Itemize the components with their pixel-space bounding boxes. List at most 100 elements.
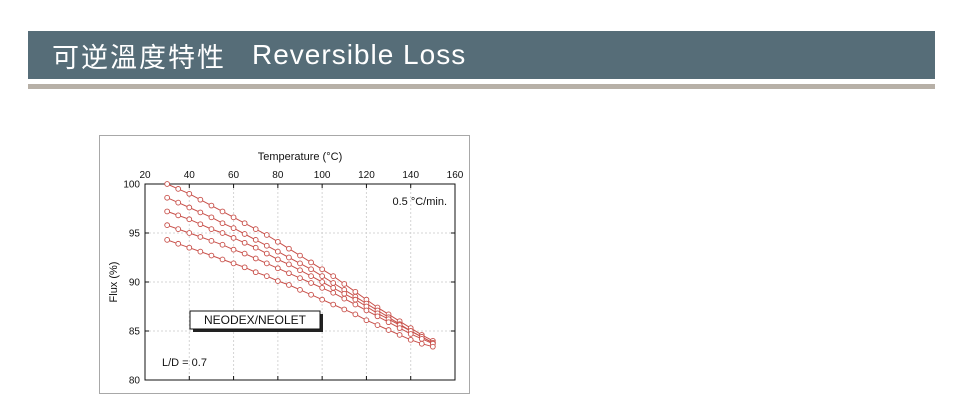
series-4-point [418,335,425,342]
header-title-zh: 可逆溫度特性 [52,42,226,74]
material-label-box: NEODEX/NEOLET [189,310,323,332]
series-1-point [341,281,348,287]
series-3-point [219,230,226,236]
series-5-point [407,336,414,343]
plot-area [144,183,456,381]
series-4-point [363,307,370,314]
rate-annotation: 0.5 °C/min. [392,196,447,208]
x-tick-label: 60 [228,170,240,181]
series-1-point [186,190,193,197]
series-4-point [407,331,414,337]
series-2-point [252,237,259,243]
series-4-point [275,265,281,272]
series-3-point [252,244,259,251]
series-2-point [330,280,337,286]
series-3-point [175,212,182,219]
series-1-point [330,273,337,279]
series-4-point [175,226,182,232]
series-4-point [197,234,204,240]
series-5-point [319,296,325,303]
x-axis-label: Temperature (°C) [258,151,342,163]
series-5-point [208,252,215,259]
series-2-point [263,242,270,249]
series-4-point [286,270,292,277]
series-2-point [286,254,292,261]
material-label-frame [189,310,321,330]
series-1-point [252,226,259,232]
series-4-point [252,255,259,262]
series-1-point [263,232,270,238]
series-5-point [175,240,182,247]
series-2-point [164,194,170,201]
series-3-point [275,256,281,263]
reversible-loss-chart: Temperature (°C) Flux (%) 20 40 60 80 100 120… [108,151,464,387]
series-3-point [263,250,270,257]
series-5-point [363,317,370,324]
header-divider [28,84,935,89]
series-2-point [319,273,325,279]
series-5-point [308,291,314,298]
x-tick-label: 20 [139,170,151,181]
series-5-point [230,260,237,267]
series-4-point [241,250,248,257]
series-3-point [208,226,215,232]
grid-layer [145,184,455,380]
series-1-point [241,220,248,227]
series-1-point [297,252,303,259]
y-tick-label: 85 [129,327,141,338]
series-3-point [230,235,237,241]
series-4-point [263,260,270,267]
series-1-point [197,196,204,203]
series-3-point [164,208,170,215]
series-5-point [219,256,226,263]
series-3-point [352,296,359,303]
material-label: NEODEX/NEOLET [204,313,307,327]
series-4-point [186,230,193,236]
series-2-point [241,231,248,237]
series-3-point [186,216,193,223]
series-5-point [352,311,359,318]
series-4-point [308,280,314,286]
series-3-point [330,285,337,291]
chart-frame: Temperature (°C) Flux (%) 20 40 60 80 100 120… [99,135,470,394]
series-5-point [385,327,392,333]
series-5-point [418,340,425,347]
series-2-point [308,266,314,273]
x-tick-label: 160 [447,170,464,181]
series-1-point [319,266,325,273]
x-tick-label: 80 [272,170,284,181]
series-5-point [374,322,381,328]
series-3-point [286,261,292,268]
section-header: 可逆溫度特性 Reversible Loss [28,31,935,79]
series-4-point [352,301,359,308]
header-title-en: Reversible Loss [252,39,467,70]
series-2-point [297,260,303,267]
x-tick-label: 120 [358,170,375,181]
series-5-point [286,282,292,288]
series-4-point [297,275,303,281]
series-1-point [286,245,292,252]
series-1-point [230,214,237,221]
series-5-point [430,343,436,350]
x-tick-label: 140 [402,170,419,181]
series-2-point [275,248,281,255]
series-5-point [341,306,348,313]
x-tick-label: 100 [314,170,331,181]
series-3-point [197,221,204,228]
series-5-point [164,237,170,243]
series-4-point [396,325,403,331]
series-4-point [330,289,337,296]
series-4-point [319,285,325,291]
series-4-point [208,237,215,244]
y-axis-label: Flux (%) [108,262,120,303]
series-2-point [219,220,226,227]
series-3-point [308,273,314,279]
y-tick-label: 100 [123,180,140,191]
ticks-layer: 20 40 60 80 100 120 140 160 80 85 90 95 100 [123,170,463,387]
series-4-point [230,246,237,253]
series-3-point [319,279,325,285]
series-5-point [330,301,337,308]
ratio-annotation: L/D = 0.7 [162,357,207,369]
series-1-point [275,238,281,245]
series-5-point [186,244,193,251]
